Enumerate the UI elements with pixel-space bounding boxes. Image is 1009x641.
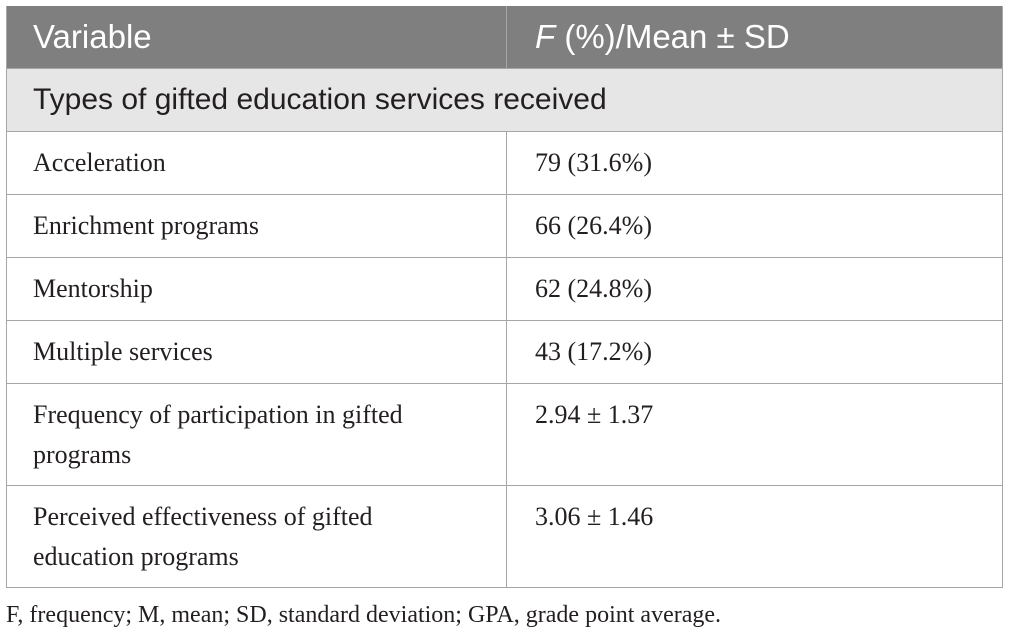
table-footnote: F, frequency; M, mean; SD, standard devi… bbox=[6, 602, 722, 628]
header-value: F (%)/Mean ± SD bbox=[506, 6, 1003, 69]
table-row: Enrichment programs 66 (26.4%) bbox=[6, 194, 1003, 258]
table-row: Acceleration 79 (31.6%) bbox=[6, 131, 1003, 195]
row-variable: Acceleration bbox=[6, 131, 507, 195]
data-table-container: Variable F (%)/Mean ± SD Types of gifted… bbox=[6, 6, 1003, 588]
row-variable: Enrichment programs bbox=[6, 194, 507, 258]
table-row: Perceived effectiveness of gifted educat… bbox=[6, 485, 1003, 588]
table-row: Frequency of participation in gifted pro… bbox=[6, 383, 1003, 486]
row-variable: Multiple services bbox=[6, 320, 507, 384]
table-row: Mentorship 62 (24.8%) bbox=[6, 257, 1003, 321]
table-row: Multiple services 43 (17.2%) bbox=[6, 320, 1003, 384]
header-value-rest: (%)/Mean ± SD bbox=[555, 18, 790, 55]
section-row: Types of gifted education services recei… bbox=[6, 68, 1003, 132]
row-value: 3.06 ± 1.46 bbox=[506, 485, 1003, 588]
row-variable: Frequency of participation in gifted pro… bbox=[6, 383, 507, 486]
row-variable: Mentorship bbox=[6, 257, 507, 321]
table-header-row: Variable F (%)/Mean ± SD bbox=[6, 6, 1003, 69]
row-value: 2.94 ± 1.37 bbox=[506, 383, 1003, 486]
row-value: 43 (17.2%) bbox=[506, 320, 1003, 384]
row-value: 66 (26.4%) bbox=[506, 194, 1003, 258]
row-value: 79 (31.6%) bbox=[506, 131, 1003, 195]
data-table: Variable F (%)/Mean ± SD Types of gifted… bbox=[6, 6, 1003, 588]
section-title: Types of gifted education services recei… bbox=[6, 68, 1003, 132]
header-value-f: F bbox=[535, 18, 556, 55]
header-variable: Variable bbox=[6, 6, 507, 69]
row-variable: Perceived effectiveness of gifted educat… bbox=[6, 485, 507, 588]
row-value: 62 (24.8%) bbox=[506, 257, 1003, 321]
